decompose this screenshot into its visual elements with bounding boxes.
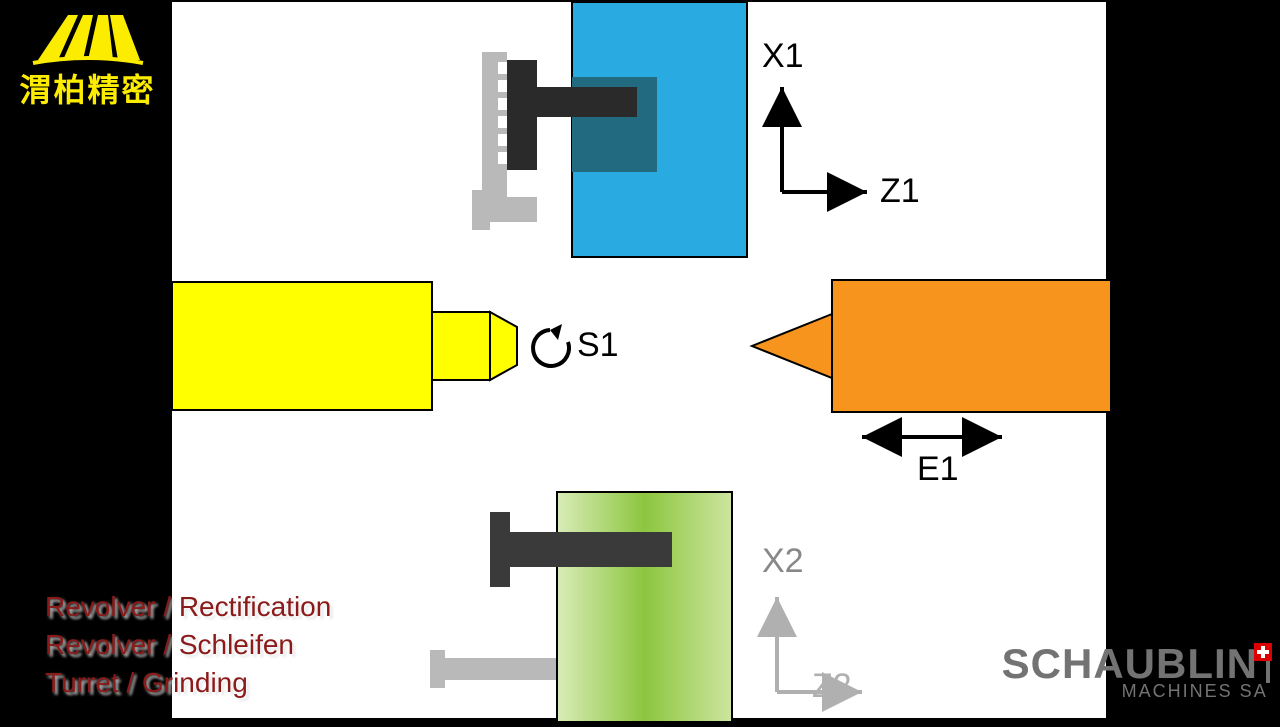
corner-logo: 渭柏精密 [10, 5, 165, 115]
label-x1: X1 [762, 37, 804, 76]
swiss-flag-icon [1254, 643, 1272, 661]
s1-rotation-icon [533, 324, 569, 366]
caption-line-2: Revolver / Schleifen [45, 629, 331, 661]
label-z1: Z1 [880, 172, 920, 211]
logo-icon [28, 5, 148, 65]
brand-main: SCHAUBLIN [1002, 645, 1270, 683]
caption-block: Revolver / Rectification Revolver / Schl… [45, 591, 331, 705]
logo-text: 渭柏精密 [10, 65, 165, 111]
tailstock [752, 280, 1110, 412]
bottom-turret-body [557, 492, 732, 722]
caption-line-1: Revolver / Rectification [45, 591, 331, 623]
spindle [172, 282, 517, 410]
caption-line-3: Turret / Grinding [45, 667, 331, 699]
bottom-turret-ghost [430, 650, 557, 688]
label-z2: Z2 [812, 667, 852, 706]
label-e1: E1 [917, 450, 959, 489]
label-s1: S1 [577, 326, 619, 365]
brand-logo: SCHAUBLIN MACHINES SA [1002, 645, 1270, 702]
label-x2: X2 [762, 542, 804, 581]
